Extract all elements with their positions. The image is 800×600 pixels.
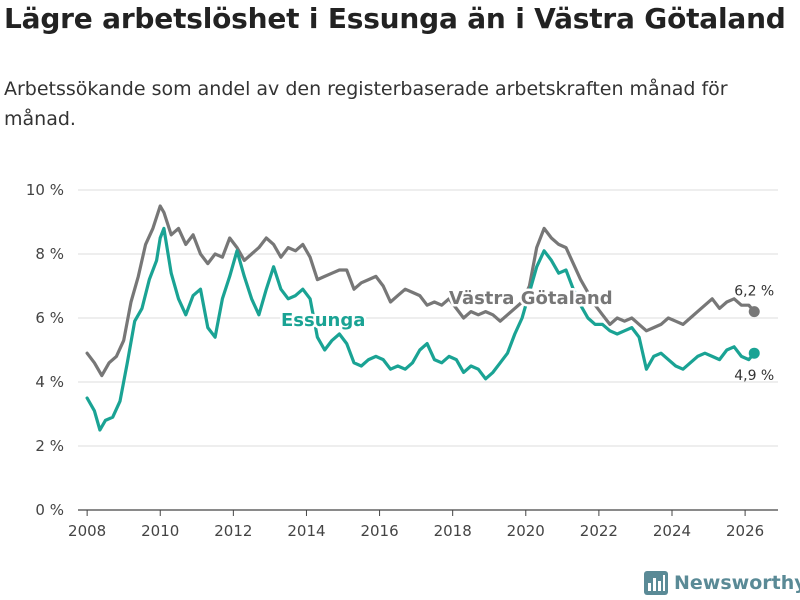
x-tick-label: 2022 — [580, 522, 618, 540]
x-tick-label: 2010 — [141, 522, 179, 540]
brand-logo[interactable]: Newsworthy — [644, 568, 800, 598]
label-vastra-gotaland-halo: Västra Götaland — [449, 288, 613, 309]
chart-title: Lägre arbetslöshet i Essunga än i Västra… — [4, 2, 786, 35]
end-value-essunga: 4,9 % — [734, 368, 774, 384]
y-tick-label: 0 % — [35, 501, 64, 519]
y-axis-labels: 0 % 2 % 4 % 6 % 8 % 10 % — [26, 181, 64, 519]
end-point-essunga — [748, 347, 760, 359]
end-point-vastra-gotaland — [748, 306, 760, 318]
series-line-vastra-gotaland — [85, 204, 756, 378]
brand-name: Newsworthy — [674, 572, 800, 594]
y-tick-label: 4 % — [35, 373, 64, 391]
x-tick-label: 2020 — [507, 522, 545, 540]
chart-subtitle: Arbetssökande som andel av den registerb… — [4, 78, 728, 130]
label-vastra-gotaland: Västra Götaland — [449, 288, 613, 309]
gridlines — [78, 189, 778, 511]
x-tick-label: 2012 — [214, 522, 252, 540]
x-tick-label: 2014 — [287, 522, 325, 540]
x-axis: 2008 2010 2012 2014 2016 2018 2020 2022 2024 2026 — [68, 510, 764, 540]
x-tick-label: 2016 — [360, 522, 398, 540]
end-value-vastra-gotaland: 6,2 % — [734, 284, 774, 300]
series-line-essunga — [85, 226, 756, 432]
x-tick-label: 2008 — [68, 522, 106, 540]
x-tick-label: 2024 — [653, 522, 691, 540]
label-essunga: Essunga — [281, 310, 365, 331]
y-tick-label: 6 % — [35, 309, 64, 327]
series-lines — [85, 204, 760, 432]
y-tick-label: 2 % — [35, 437, 64, 455]
x-tick-label: 2018 — [434, 522, 472, 540]
y-tick-label: 10 % — [26, 181, 64, 199]
newsworthy-logo-icon — [644, 571, 668, 595]
x-tick-label: 2026 — [726, 522, 764, 540]
label-essunga-halo: Essunga — [281, 310, 365, 331]
y-tick-label: 8 % — [35, 245, 64, 263]
